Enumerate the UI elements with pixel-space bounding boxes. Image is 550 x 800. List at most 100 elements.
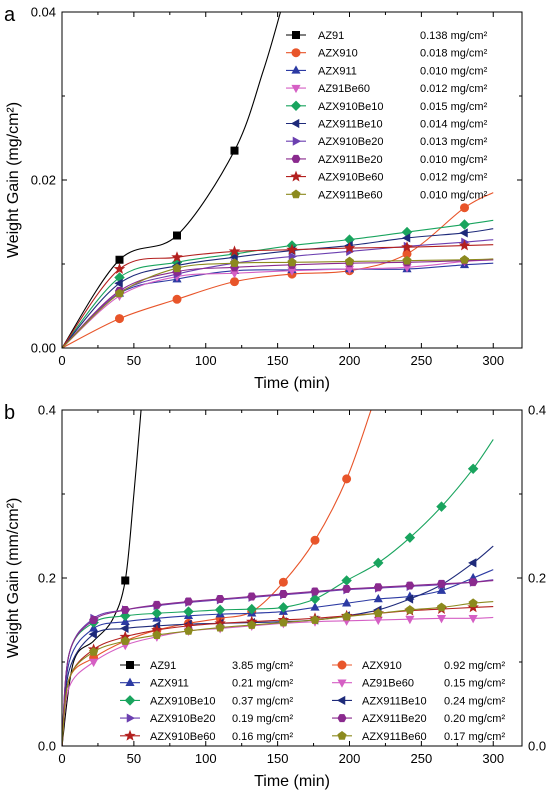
data-point-AZ91Be60-11 xyxy=(436,615,447,624)
data-point-AZ91Be60-10 xyxy=(405,615,415,625)
legend-value: 0.24 mg/cm² xyxy=(444,695,505,707)
data-point-AZX911Be60-10 xyxy=(405,605,415,614)
legend-marker-AZ91Be60 xyxy=(291,84,301,94)
legend-value: 0.20 mg/cm² xyxy=(444,713,505,725)
x-tick-label: 100 xyxy=(195,353,217,368)
x-tick-label: 50 xyxy=(127,751,141,766)
legend-label: AZX911Be20 xyxy=(318,154,383,166)
legend-value: 0.19 mg/cm² xyxy=(232,713,293,725)
series-line-AZX910Be10 xyxy=(62,219,494,348)
legend-value: 0.013 mg/cm² xyxy=(420,136,488,148)
legend-value: 0.018 mg/cm² xyxy=(420,48,488,60)
legend-marker-AZX910 xyxy=(291,48,301,58)
series-line-AZX911 xyxy=(62,569,494,746)
panel-b: 0 50 100 150 200 250 300 0.0 0.0 0.2 0.2 0.4 0.4 Time… xyxy=(4,402,546,790)
data-point-AZX911Be20-0 xyxy=(89,616,99,624)
legend-label: AZX911 xyxy=(150,678,189,690)
data-point-AZ91-1 xyxy=(173,231,181,240)
panel-label: b xyxy=(4,402,15,424)
x-tick-label: 100 xyxy=(195,751,217,766)
data-point-AZX911Be10-6 xyxy=(459,228,468,238)
x-axis-label: Time (min) xyxy=(254,375,330,392)
legend-marker-AZX910Be60 xyxy=(290,170,302,182)
data-point-AZX910-7 xyxy=(310,535,320,545)
data-point-AZX910Be10-6 xyxy=(459,219,470,230)
data-point-AZX910Be10-12 xyxy=(467,463,479,475)
data-point-AZX911-7 xyxy=(310,602,320,611)
data-point-AZX910Be60-1 xyxy=(171,251,183,263)
data-point-AZX910Be10-2 xyxy=(151,608,163,619)
data-point-AZ91Be60-12 xyxy=(468,615,478,624)
data-point-AZX911Be20-2 xyxy=(152,600,162,609)
legend-label: AZX910Be60 xyxy=(318,172,383,184)
data-point-AZX911-9 xyxy=(373,593,383,603)
data-point-AZX910Be10-9 xyxy=(373,557,384,569)
plot-area xyxy=(62,410,494,746)
data-point-AZX910Be60-0 xyxy=(113,263,126,274)
data-point-AZX911Be10-12 xyxy=(468,558,477,568)
legend: AZ91 0.138 mg/cm² AZX910 0.018 mg/cm² AZX911… xyxy=(286,30,488,201)
x-tick-label: 150 xyxy=(267,751,289,766)
data-point-AZX910Be60-4 xyxy=(343,242,356,253)
data-point-AZX910-6 xyxy=(278,577,288,587)
data-point-AZX911Be60-2 xyxy=(229,258,240,268)
data-point-AZX911Be60-4 xyxy=(344,256,355,266)
x-tick-label: 300 xyxy=(482,751,504,766)
data-point-AZX910-2 xyxy=(230,277,240,287)
data-point-AZX911Be20-12 xyxy=(468,578,478,587)
data-point-AZX911Be60-1 xyxy=(172,263,182,273)
legend-value: 0.010 mg/cm² xyxy=(420,189,488,201)
legend-label: AZX910Be10 xyxy=(150,695,215,707)
data-point-AZX910Be10-7 xyxy=(309,593,321,605)
y-tick-label: 0.0 xyxy=(38,739,56,754)
y-tick-label: 0.04 xyxy=(31,5,56,20)
y-tick-label: 0.00 xyxy=(31,341,56,356)
x-tick-label: 0 xyxy=(58,353,65,368)
legend-value: 0.012 mg/cm² xyxy=(420,83,488,95)
x-tick-label: 50 xyxy=(127,353,141,368)
legend-marker-AZX911Be10 xyxy=(290,118,300,129)
y-right-tick-label: 0.2 xyxy=(528,571,546,586)
data-point-AZX911Be20-8 xyxy=(342,584,352,593)
series-line-AZX910Be20 xyxy=(62,239,494,348)
data-point-AZX911Be60-5 xyxy=(247,620,257,629)
data-point-AZX910Be10-10 xyxy=(404,532,416,543)
x-tick-label: 250 xyxy=(411,353,433,368)
legend-marker-AZX911Be10 xyxy=(336,695,346,705)
data-point-AZX911Be60-0 xyxy=(89,647,99,656)
series-line-AZX911Be10 xyxy=(62,545,494,746)
legend-marker-AZX911 xyxy=(291,65,301,74)
data-point-AZX911Be10-0 xyxy=(114,278,123,288)
legend-marker-AZX910Be10 xyxy=(290,100,302,112)
data-point-AZX911Be20-7 xyxy=(310,587,320,596)
data-point-AZX911Be20-4 xyxy=(215,595,225,603)
legend-marker-AZX911Be20 xyxy=(291,154,301,163)
data-point-AZX911Be20-6 xyxy=(278,589,288,598)
data-point-AZX911Be10-10 xyxy=(404,594,414,604)
y-tick-label: 0.4 xyxy=(38,403,56,418)
series-line-AZX910Be10 xyxy=(62,439,494,746)
data-point-AZ91-0 xyxy=(115,255,124,264)
legend-marker-AZ91Be60 xyxy=(337,679,347,688)
legend-value: 0.138 mg/cm² xyxy=(420,30,488,42)
data-point-AZX911Be20-11 xyxy=(436,579,447,588)
data-point-AZ91-2 xyxy=(230,146,239,155)
legend-value: 0.16 mg/cm² xyxy=(232,731,293,743)
x-tick-label: 150 xyxy=(267,353,289,368)
data-point-AZX911Be20-1 xyxy=(120,605,130,614)
legend-value: 0.21 mg/cm² xyxy=(232,678,293,690)
legend-marker-AZX911 xyxy=(125,677,135,686)
legend-value: 0.37 mg/cm² xyxy=(232,695,293,707)
data-point-AZX911Be20-9 xyxy=(373,583,383,592)
y-right-tick-label: 0.0 xyxy=(528,739,546,754)
legend-label: AZ91Be60 xyxy=(362,678,414,690)
legend-label: AZ91 xyxy=(150,660,176,672)
legend-label: AZ91 xyxy=(318,30,344,42)
data-point-AZX911-11 xyxy=(436,585,447,594)
data-point-AZX911Be60-11 xyxy=(436,602,447,612)
data-point-AZX911Be60-4 xyxy=(215,622,225,632)
data-point-AZX911Be20-3 xyxy=(183,597,194,606)
legend-value: 3.85 mg/cm² xyxy=(232,660,293,672)
legend: AZ91 3.85 mg/cm² AZX910 0.92 mg/cm² AZX911 0.… xyxy=(120,660,505,743)
